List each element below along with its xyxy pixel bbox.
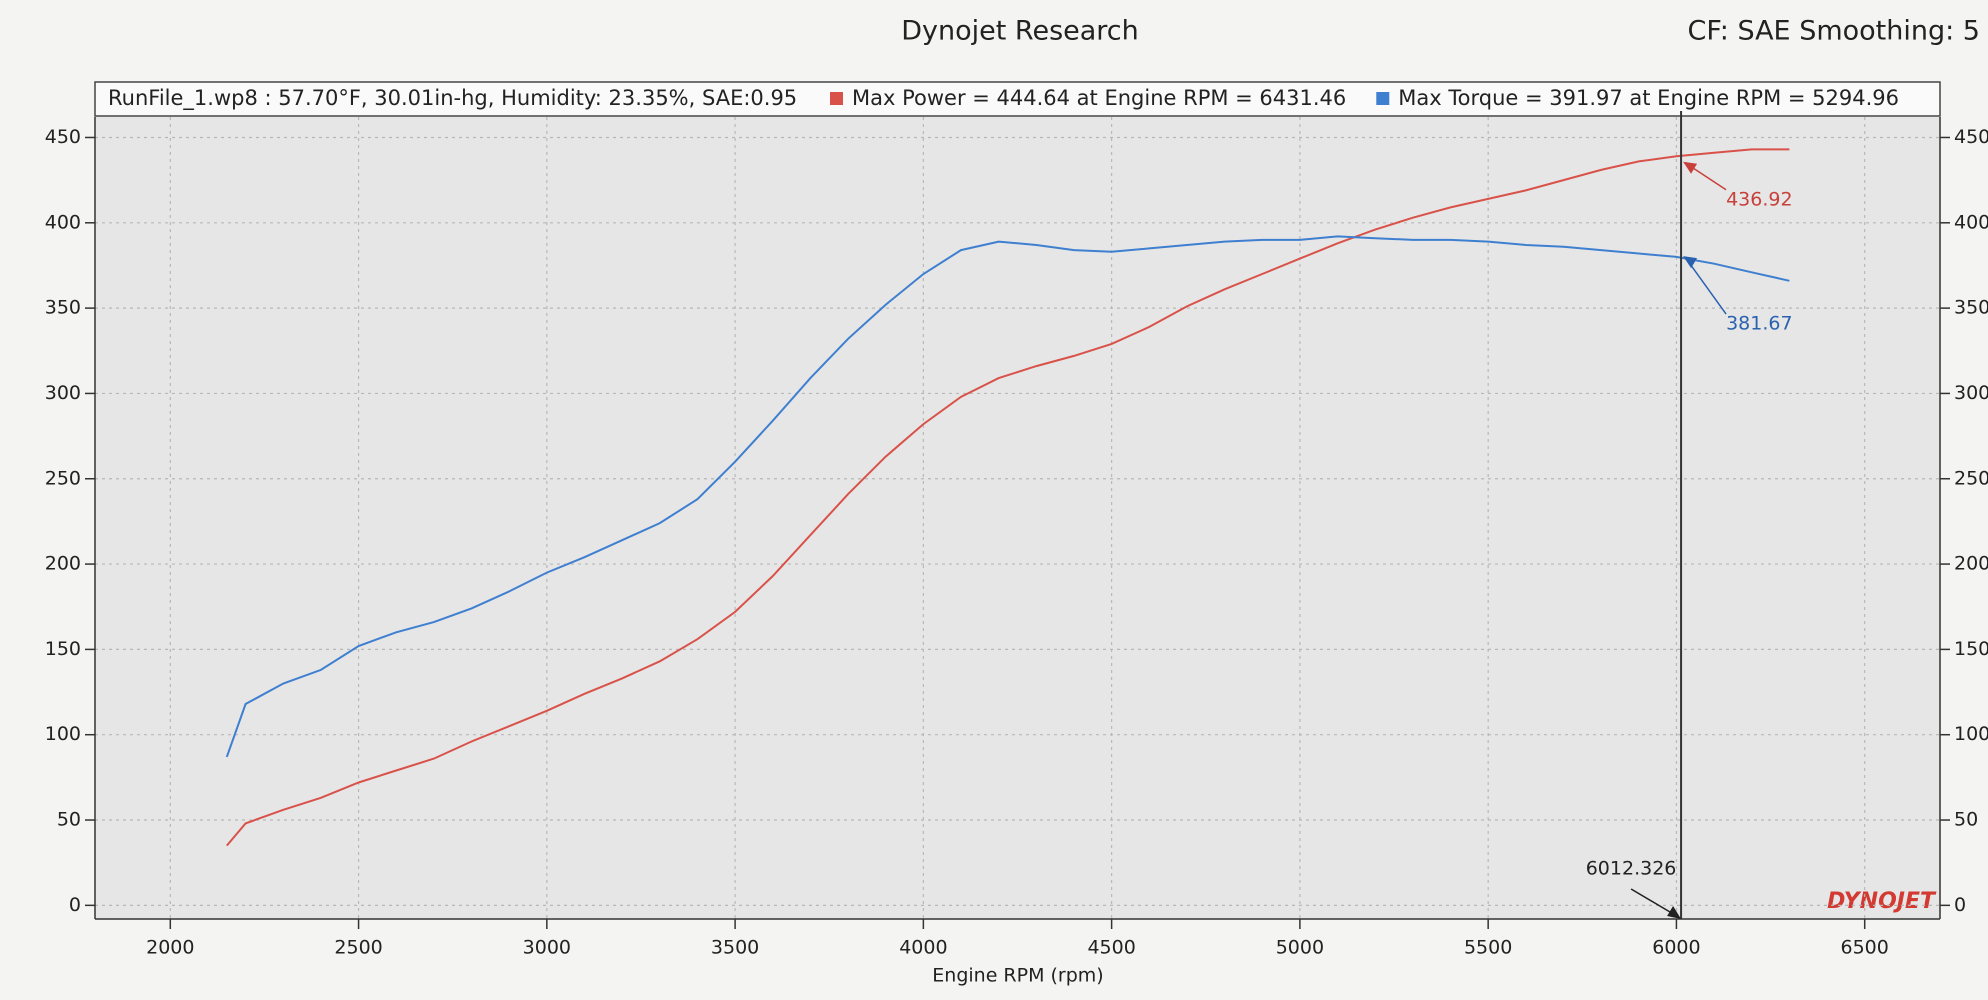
cursor-label: 6012.326 xyxy=(1586,858,1677,880)
cursor-arrow xyxy=(1630,888,1676,916)
header-box xyxy=(94,81,1941,117)
logo: DYNOJET xyxy=(1827,889,1937,914)
x-tick-label: 2000 xyxy=(146,937,194,959)
legend-label: Max Torque = 391.97 at Engine RPM = 5294… xyxy=(1398,86,1899,110)
y2-tick-label: 450 xyxy=(1954,126,1988,148)
y-tick-label: 0 xyxy=(69,894,81,916)
x-tick-label: 2500 xyxy=(334,937,382,959)
x-tick-label: 4500 xyxy=(1087,937,1135,959)
x-tick-label: 5500 xyxy=(1464,937,1512,959)
y2-tick-label: 300 xyxy=(1954,382,1988,404)
y2-tick-label: 0 xyxy=(1954,894,1966,916)
readout-arrowhead xyxy=(1683,161,1698,174)
y-tick-label: 200 xyxy=(45,553,81,575)
y-tick-label: 50 xyxy=(57,809,81,831)
x-axis-label: Engine RPM (rpm) xyxy=(932,965,1103,987)
y2-tick-label: 50 xyxy=(1954,809,1978,831)
y-tick-label: 450 xyxy=(45,126,81,148)
y-tick-label: 350 xyxy=(45,297,81,319)
subtitle: CF: SAE Smoothing: 5 xyxy=(1687,16,1980,47)
y2-tick-label: 150 xyxy=(1954,638,1988,660)
readout-label: 381.67 xyxy=(1726,313,1792,335)
y2-tick-label: 250 xyxy=(1954,467,1988,489)
y-tick-label: 300 xyxy=(45,382,81,404)
y2-tick-label: 350 xyxy=(1954,297,1988,319)
chart-title: Dynojet Research xyxy=(901,16,1139,47)
x-tick-label: 3000 xyxy=(523,937,571,959)
y-tick-label: 100 xyxy=(45,723,81,745)
x-tick-label: 6500 xyxy=(1841,937,1889,959)
x-tick-label: 6000 xyxy=(1652,937,1700,959)
readout-label: 436.92 xyxy=(1726,188,1792,210)
x-tick-label: 3500 xyxy=(711,937,759,959)
legend-label: Max Power = 444.64 at Engine RPM = 6431.… xyxy=(852,86,1346,110)
cursor-arrowhead xyxy=(1667,906,1682,919)
series-line xyxy=(225,235,1790,758)
x-tick-label: 4000 xyxy=(899,937,947,959)
x-tick-label: 5000 xyxy=(1276,937,1324,959)
y2-tick-label: 200 xyxy=(1954,553,1988,575)
legend-swatch xyxy=(1376,92,1390,105)
y-tick-label: 400 xyxy=(45,211,81,233)
legend-swatch xyxy=(830,92,843,105)
readout-arrowhead xyxy=(1683,256,1698,269)
y2-tick-label: 100 xyxy=(1954,723,1988,745)
y-tick-label: 150 xyxy=(45,638,81,660)
run-info: RunFile_1.wp8 : 57.70°F, 30.01in-hg, Hum… xyxy=(108,86,797,111)
y-tick-label: 250 xyxy=(45,467,81,489)
plot-area xyxy=(95,117,1940,919)
series-line xyxy=(226,148,1790,847)
y2-tick-label: 400 xyxy=(1954,211,1988,233)
